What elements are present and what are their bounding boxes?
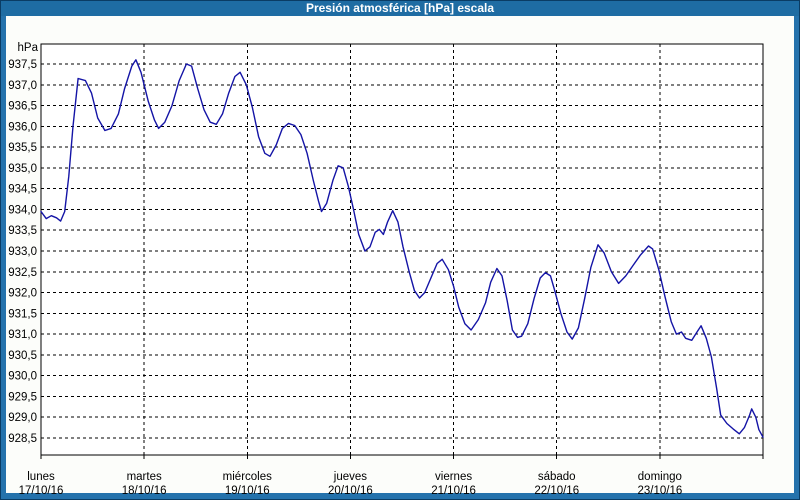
- y-tick-label: 930,5: [8, 350, 37, 362]
- y-tick-label: 933,0: [8, 246, 37, 258]
- pressure-chart: 937,5 937,0 936,5 936,0 935,5 935,0 934,5 934,0…: [8, 42, 764, 497]
- day-label: jueves: [333, 471, 367, 483]
- chart-area: 937,5 937,0 936,5 936,0 935,5 935,0 934,5 934,0…: [6, 16, 794, 497]
- y-tick-label: 934,0: [8, 204, 37, 216]
- y-tick-label: 933,5: [8, 225, 37, 237]
- y-tick-label: 936,0: [8, 121, 37, 133]
- date-label: 17/10/16: [19, 485, 64, 495]
- y-tick-label: 928,5: [8, 433, 37, 445]
- day-label: martes: [127, 471, 162, 483]
- plot-border: [40, 43, 764, 456]
- window-title: Presión atmosférica [hPa] escala: [305, 1, 495, 15]
- y-tick-label: 929,0: [8, 412, 37, 424]
- y-tick-label: 937,5: [8, 59, 37, 71]
- y-tick-label: 934,5: [8, 184, 37, 196]
- day-label: viernes: [435, 471, 472, 483]
- pressure-line: [40, 59, 764, 438]
- date-label: 23/10/16: [637, 485, 682, 495]
- y-tick-label: 929,5: [8, 391, 37, 403]
- y-unit-label: hPa: [18, 42, 39, 54]
- date-label: 22/10/16: [534, 485, 579, 495]
- day-label: domingo: [638, 471, 682, 483]
- y-tick-label: 930,0: [8, 371, 37, 383]
- y-tick-label: 932,5: [8, 267, 37, 279]
- date-label: 18/10/16: [122, 485, 167, 495]
- day-label: lunes: [27, 471, 55, 483]
- window-titlebar: Presión atmosférica [hPa] escala: [1, 1, 799, 16]
- y-tick-label: 932,0: [8, 288, 37, 300]
- plot-background: [41, 44, 763, 455]
- date-label: 19/10/16: [225, 485, 270, 495]
- y-tick-label: 935,5: [8, 142, 37, 154]
- y-tick-label: 936,5: [8, 101, 37, 113]
- day-label: sábado: [538, 471, 576, 483]
- day-label: miércoles: [223, 471, 272, 483]
- y-tick-label: 935,0: [8, 163, 37, 175]
- y-tick-label: 931,5: [8, 308, 37, 320]
- date-label: 20/10/16: [328, 485, 373, 495]
- date-label: 21/10/16: [431, 485, 476, 495]
- y-tick-label: 937,0: [8, 80, 37, 92]
- y-tick-label: 931,0: [8, 329, 37, 341]
